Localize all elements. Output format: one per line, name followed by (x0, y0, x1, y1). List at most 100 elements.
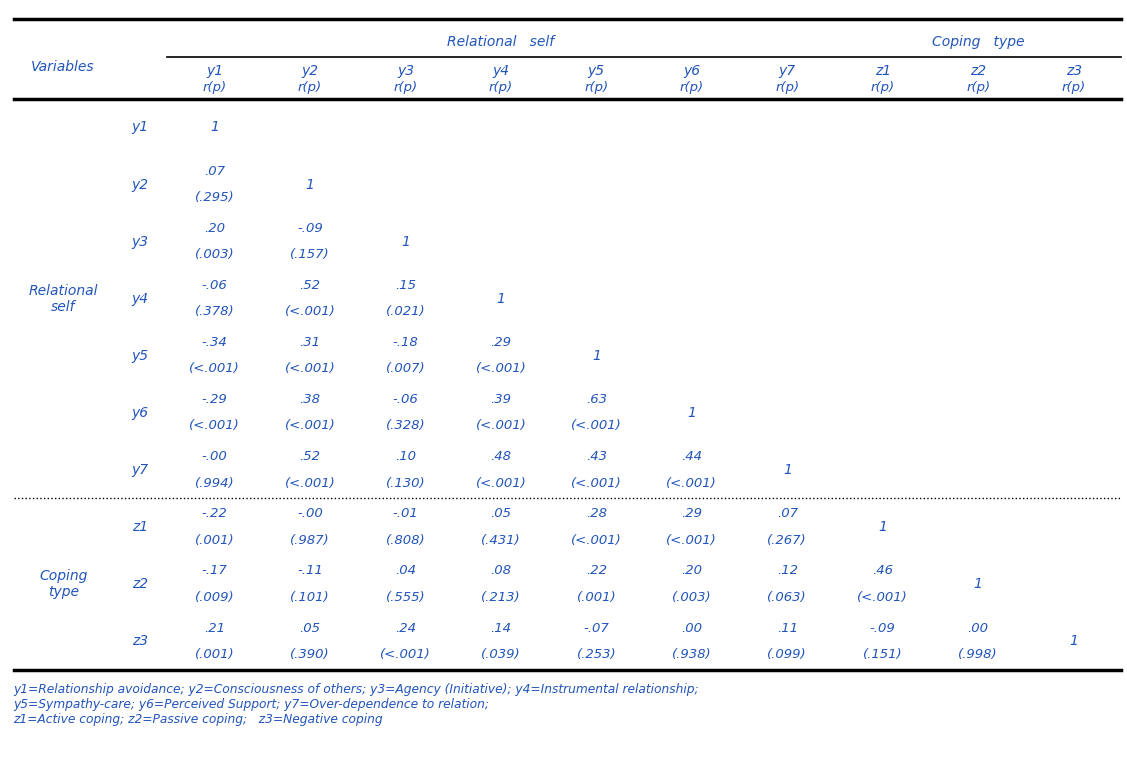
Text: .24: .24 (394, 622, 416, 635)
Text: (<.001): (<.001) (285, 362, 336, 375)
Text: .48: .48 (490, 451, 512, 463)
Text: .44: .44 (682, 451, 702, 463)
Text: .14: .14 (490, 622, 512, 635)
Text: y6: y6 (131, 406, 149, 420)
Text: 1: 1 (687, 406, 696, 420)
Text: z1: z1 (875, 64, 890, 78)
Text: (.001): (.001) (577, 591, 616, 603)
Text: 1: 1 (497, 291, 505, 306)
Text: .05: .05 (490, 508, 512, 521)
Text: .29: .29 (490, 336, 512, 349)
Text: .28: .28 (586, 508, 606, 521)
Text: (.213): (.213) (481, 591, 521, 603)
Text: z3: z3 (1065, 64, 1082, 78)
Text: .22: .22 (586, 565, 606, 578)
Text: r(p): r(p) (871, 81, 895, 94)
Text: y4: y4 (131, 291, 149, 306)
Text: .00: .00 (968, 622, 988, 635)
Text: (<.001): (<.001) (285, 305, 336, 318)
Text: (<.001): (<.001) (571, 533, 622, 546)
Text: (.001): (.001) (195, 648, 234, 661)
Text: (<.001): (<.001) (666, 476, 717, 489)
Text: (.157): (.157) (290, 248, 330, 261)
Text: .07: .07 (777, 508, 798, 521)
Text: (.007): (.007) (385, 362, 425, 375)
Text: (<.001): (<.001) (571, 476, 622, 489)
Text: Relational   self: Relational self (447, 35, 554, 49)
Text: Relational
self: Relational self (28, 284, 98, 314)
Text: (.938): (.938) (672, 648, 711, 661)
Text: -.06: -.06 (392, 393, 418, 406)
Text: .00: .00 (682, 622, 702, 635)
Text: Coping
type: Coping type (39, 569, 87, 599)
Text: -.17: -.17 (202, 565, 228, 578)
Text: 1: 1 (305, 177, 314, 192)
Text: y1: y1 (131, 120, 149, 135)
Text: Coping   type: Coping type (932, 35, 1024, 49)
Text: z2: z2 (970, 64, 986, 78)
Text: (.039): (.039) (481, 648, 521, 661)
Text: .20: .20 (682, 565, 702, 578)
Text: 1: 1 (210, 120, 219, 135)
Text: (.998): (.998) (958, 648, 999, 661)
Text: y6: y6 (683, 64, 700, 78)
Text: (.130): (.130) (385, 476, 425, 489)
Text: y7: y7 (131, 463, 149, 477)
Text: y3: y3 (131, 234, 149, 249)
Text: (.151): (.151) (863, 648, 903, 661)
Text: -.00: -.00 (202, 451, 228, 463)
Text: y5: y5 (588, 64, 605, 78)
Text: .31: .31 (300, 336, 320, 349)
Text: .08: .08 (490, 565, 512, 578)
Text: r(p): r(p) (203, 81, 227, 94)
Text: (<.001): (<.001) (476, 419, 526, 432)
Text: r(p): r(p) (775, 81, 799, 94)
Text: (<.001): (<.001) (476, 362, 526, 375)
Text: y5: y5 (131, 349, 149, 363)
Text: y2: y2 (131, 177, 149, 192)
Text: .29: .29 (682, 508, 702, 521)
Text: -.09: -.09 (870, 622, 896, 635)
Text: (.267): (.267) (767, 533, 807, 546)
Text: (<.001): (<.001) (189, 419, 240, 432)
Text: Variables: Variables (32, 59, 95, 74)
Text: .05: .05 (300, 622, 320, 635)
Text: y3: y3 (397, 64, 414, 78)
Text: -.29: -.29 (202, 393, 228, 406)
Text: (.003): (.003) (672, 591, 711, 603)
Text: (.001): (.001) (195, 533, 234, 546)
Text: (.021): (.021) (385, 305, 425, 318)
Text: (<.001): (<.001) (285, 476, 336, 489)
Text: (.555): (.555) (385, 591, 425, 603)
Text: r(p): r(p) (1062, 81, 1085, 94)
Text: y7: y7 (779, 64, 796, 78)
Text: .46: .46 (872, 565, 894, 578)
Text: -.34: -.34 (202, 336, 228, 349)
Text: r(p): r(p) (489, 81, 513, 94)
Text: (.295): (.295) (195, 191, 234, 204)
Text: y4: y4 (492, 64, 509, 78)
Text: (.390): (.390) (290, 648, 330, 661)
Text: .04: .04 (394, 565, 416, 578)
Text: 1: 1 (878, 520, 887, 534)
Text: .10: .10 (394, 451, 416, 463)
Text: (<.001): (<.001) (189, 362, 240, 375)
Text: (.253): (.253) (577, 648, 616, 661)
Text: (.987): (.987) (290, 533, 330, 546)
Text: y2: y2 (301, 64, 319, 78)
Text: (<.001): (<.001) (666, 533, 717, 546)
Text: -.07: -.07 (584, 622, 610, 635)
Text: .11: .11 (777, 622, 798, 635)
Text: r(p): r(p) (298, 81, 322, 94)
Text: .07: .07 (204, 165, 225, 178)
Text: .63: .63 (586, 393, 606, 406)
Text: (<.001): (<.001) (858, 591, 908, 603)
Text: (.101): (.101) (290, 591, 330, 603)
Text: r(p): r(p) (584, 81, 609, 94)
Text: 1: 1 (401, 234, 410, 249)
Text: 1: 1 (974, 577, 983, 591)
Text: .43: .43 (586, 451, 606, 463)
Text: (<.001): (<.001) (285, 419, 336, 432)
Text: -.00: -.00 (298, 508, 322, 521)
Text: z2: z2 (132, 577, 148, 591)
